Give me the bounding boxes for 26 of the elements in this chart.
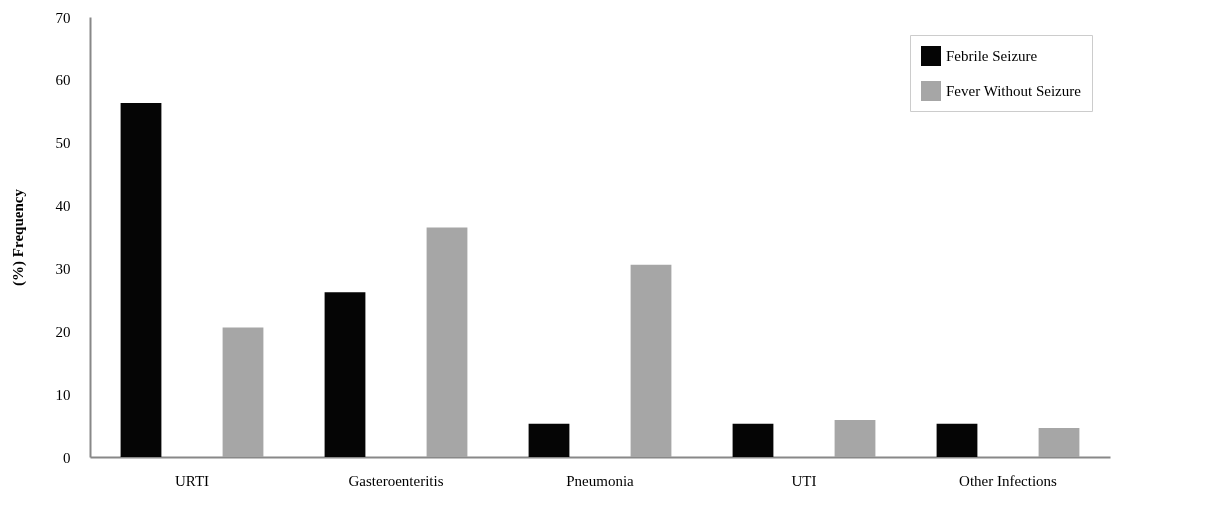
y-tick-label: 50 [55,135,71,152]
y-tick-label: 10 [55,386,71,403]
x-tick-label: Gasteroenteritis [348,472,444,489]
bar [120,103,162,457]
bar [834,419,876,457]
y-axis-title: (%) Frequency [9,188,27,286]
x-tick-label: Pneumonia [566,472,635,489]
x-tick-label: Other Infections [959,472,1058,489]
x-tick-label: UTI [791,472,817,489]
y-tick-label: 0 [63,449,71,466]
bar [630,264,672,457]
bar [732,423,774,457]
x-tick-label: URTI [174,472,210,489]
y-tick-label: 70 [55,9,71,26]
y-tick-label: 40 [55,198,71,215]
bar [426,227,468,457]
bar [324,292,366,457]
legend-label: Febrile Seizure [946,48,1038,64]
bar [936,423,978,457]
y-tick-label: 20 [55,323,71,340]
legend-label: Fever Without Seizure [946,83,1082,99]
bar [1038,428,1080,457]
y-tick-label: 60 [55,72,71,89]
bar [222,327,264,457]
y-tick-label: 30 [55,260,71,277]
bar [528,423,570,457]
